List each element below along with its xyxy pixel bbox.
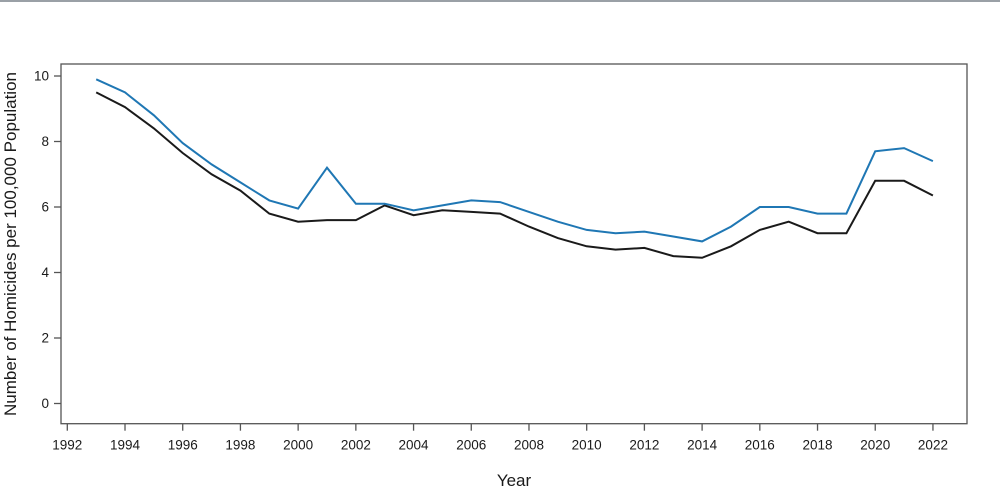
series-line-blue xyxy=(95,78,934,243)
y-axis-tick-label: 6 xyxy=(41,200,49,215)
x-axis-tick-label: 2004 xyxy=(399,438,430,453)
x-axis-tick-label: 2022 xyxy=(918,438,948,453)
x-axis-tick-label: 2006 xyxy=(456,438,486,453)
x-axis-tick-label: 1998 xyxy=(225,438,255,453)
y-axis-tick-label: 0 xyxy=(41,396,49,411)
x-axis-tick-label: 1992 xyxy=(52,438,82,453)
series-line-black xyxy=(95,91,934,259)
x-axis-tick-label: 1996 xyxy=(168,438,198,453)
x-axis-tick-label: 2002 xyxy=(341,438,371,453)
x-axis-label: Year xyxy=(497,471,532,490)
x-axis-tick-label: 2016 xyxy=(745,438,775,453)
x-axis-tick-label: 1994 xyxy=(110,438,141,453)
x-axis-tick-label: 2010 xyxy=(572,438,602,453)
x-axis-tick-label: 2000 xyxy=(283,438,313,453)
y-axis-tick-label: 10 xyxy=(34,69,49,84)
x-axis-tick-label: 2008 xyxy=(514,438,544,453)
y-axis-tick-label: 8 xyxy=(41,134,49,149)
y-axis-label: Number of Homicides per 100,000 Populati… xyxy=(1,72,20,416)
x-axis-tick-label: 2018 xyxy=(803,438,833,453)
plot-box xyxy=(60,63,968,425)
x-axis-tick-label: 2020 xyxy=(860,438,890,453)
y-axis-tick-label: 2 xyxy=(41,331,49,346)
y-axis-tick-label: 4 xyxy=(41,265,49,280)
x-axis-tick-label: 2012 xyxy=(629,438,659,453)
x-axis-tick-label: 2014 xyxy=(687,438,718,453)
